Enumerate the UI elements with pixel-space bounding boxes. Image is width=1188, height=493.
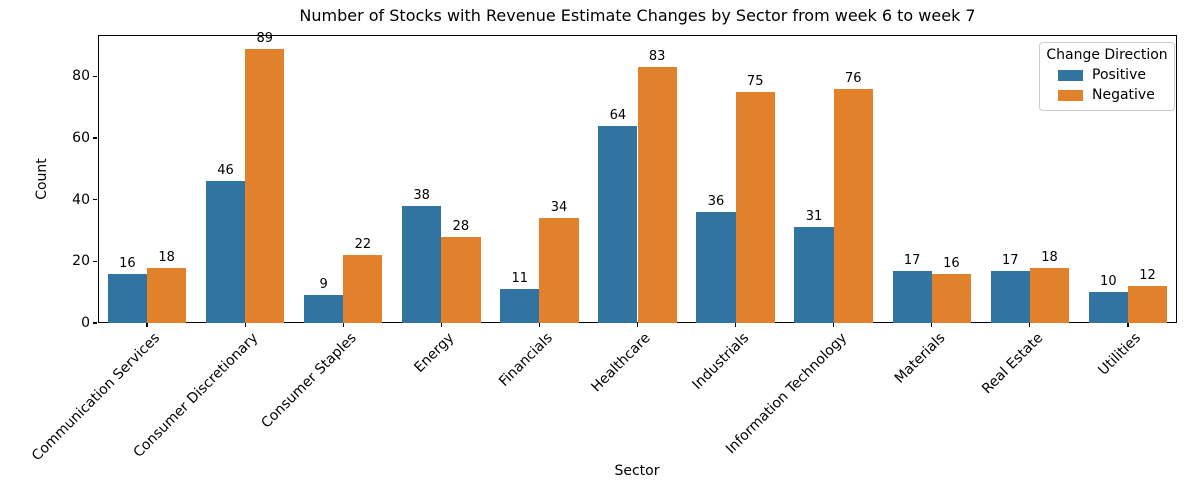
bar-negative-consumer-discretionary xyxy=(245,48,285,323)
x-tick-label-real-estate: Real Estate xyxy=(979,330,1047,398)
value-label-positive-materials: 17 xyxy=(903,252,921,268)
x-tick-utilities xyxy=(1127,323,1129,327)
bar-negative-real-estate xyxy=(1029,267,1070,323)
bar-positive-utilities xyxy=(1088,292,1128,323)
bar-positive-energy xyxy=(402,205,442,323)
bar-positive-information-technology xyxy=(794,227,834,323)
value-label-negative-communication-services: 18 xyxy=(158,249,175,265)
y-tick-20 xyxy=(93,260,97,262)
y-tick-label-80: 80 xyxy=(72,68,90,85)
x-tick-communication-services xyxy=(146,323,148,327)
value-label-positive-real-estate: 17 xyxy=(1001,252,1019,268)
value-label-negative-information-technology: 76 xyxy=(845,70,862,86)
legend-item-positive-label: Positive xyxy=(1092,67,1146,83)
x-tick-label-utilities: Utilities xyxy=(1095,330,1145,379)
x-tick-real-estate xyxy=(1029,323,1031,327)
value-label-positive-energy: 38 xyxy=(413,187,430,203)
legend: Change Direction Positive Negative xyxy=(1039,42,1175,111)
bar-positive-financials xyxy=(500,289,540,323)
value-label-negative-consumer-discretionary: 89 xyxy=(256,30,274,46)
value-label-negative-energy: 28 xyxy=(452,218,470,234)
bar-positive-industrials xyxy=(696,212,736,323)
value-label-positive-utilities: 10 xyxy=(1100,274,1117,290)
x-tick-label-consumer-staples: Consumer Staples xyxy=(258,330,360,432)
value-label-negative-real-estate: 18 xyxy=(1041,249,1058,265)
x-tick-information-technology xyxy=(833,323,835,327)
x-tick-consumer-staples xyxy=(342,323,344,327)
y-tick-40 xyxy=(93,199,97,201)
y-tick-label-20: 20 xyxy=(72,253,90,270)
legend-swatch-negative-icon xyxy=(1058,89,1083,101)
legend-title: Change Direction xyxy=(1046,47,1168,63)
bar-positive-real-estate xyxy=(990,270,1030,323)
y-tick-label-0: 0 xyxy=(81,315,90,331)
bar-negative-energy xyxy=(441,236,481,323)
y-tick-60 xyxy=(93,137,97,139)
value-label-positive-consumer-staples: 9 xyxy=(319,277,328,293)
bar-positive-materials xyxy=(892,270,932,323)
bar-positive-consumer-discretionary xyxy=(205,181,246,323)
legend-item-positive: Positive xyxy=(1040,65,1174,85)
x-tick-label-financials: Financials xyxy=(495,330,556,390)
value-label-positive-communication-services: 16 xyxy=(119,255,136,271)
bar-negative-communication-services xyxy=(147,267,187,323)
bar-negative-information-technology xyxy=(833,88,873,323)
y-tick-label-60: 60 xyxy=(72,130,90,147)
x-tick-label-healthcare: Healthcare xyxy=(588,330,654,396)
y-tick-80 xyxy=(93,75,97,78)
value-label-positive-consumer-discretionary: 46 xyxy=(217,163,234,179)
bar-negative-healthcare xyxy=(637,67,677,323)
chart-title: Number of Stocks with Revenue Estimate C… xyxy=(299,6,976,25)
bar-negative-utilities xyxy=(1127,286,1168,323)
value-label-negative-utilities: 12 xyxy=(1139,268,1156,284)
x-tick-industrials xyxy=(734,323,737,327)
value-label-negative-financials: 34 xyxy=(550,200,568,216)
y-axis-label: Count xyxy=(34,158,50,200)
value-label-negative-healthcare: 83 xyxy=(648,49,666,65)
legend-item-negative: Negative xyxy=(1040,85,1174,105)
value-label-negative-industrials: 75 xyxy=(746,73,764,89)
x-tick-materials xyxy=(931,323,933,327)
bar-negative-financials xyxy=(539,218,579,323)
x-tick-consumer-discretionary xyxy=(244,323,246,327)
x-tick-label-industrials: Industrials xyxy=(689,330,752,393)
x-tick-label-materials: Materials xyxy=(891,330,949,387)
value-label-positive-healthcare: 64 xyxy=(609,107,627,123)
y-tick-0 xyxy=(93,322,97,324)
value-label-positive-industrials: 36 xyxy=(707,194,725,210)
bar-negative-industrials xyxy=(735,91,775,323)
bar-positive-consumer-staples xyxy=(303,295,344,323)
value-label-negative-materials: 16 xyxy=(943,255,960,271)
x-tick-healthcare xyxy=(636,323,639,327)
value-label-positive-financials: 11 xyxy=(511,271,529,287)
value-label-negative-consumer-staples: 22 xyxy=(354,237,372,253)
y-tick-label-40: 40 xyxy=(72,191,90,208)
x-tick-label-energy: Energy xyxy=(411,330,458,376)
legend-swatch-positive-icon xyxy=(1058,69,1083,81)
value-label-positive-information-technology: 31 xyxy=(805,209,823,225)
legend-item-negative-label: Negative xyxy=(1092,87,1155,103)
x-axis-label: Sector xyxy=(614,463,660,479)
bar-negative-consumer-staples xyxy=(343,255,383,323)
bar-negative-materials xyxy=(931,273,971,323)
bar-positive-communication-services xyxy=(107,273,148,323)
x-tick-financials xyxy=(538,323,540,327)
bar-positive-healthcare xyxy=(598,125,638,323)
x-tick-energy xyxy=(440,323,442,327)
